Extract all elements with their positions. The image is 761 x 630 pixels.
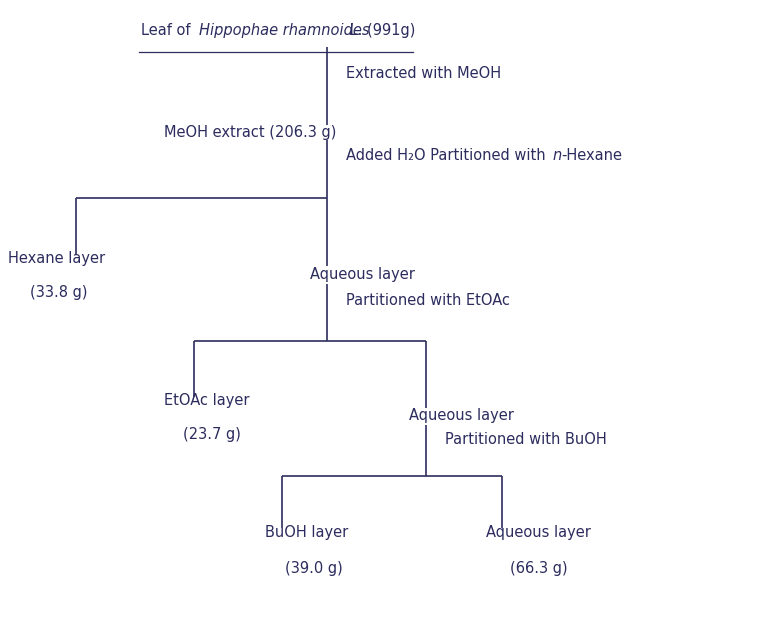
Text: Aqueous layer: Aqueous layer bbox=[310, 266, 416, 282]
Text: -Hexane: -Hexane bbox=[562, 149, 622, 163]
Text: Hexane layer: Hexane layer bbox=[8, 251, 105, 266]
Text: MeOH extract (206.3 g): MeOH extract (206.3 g) bbox=[164, 125, 336, 140]
Text: BuOH layer: BuOH layer bbox=[265, 525, 348, 540]
Text: Hippophae rhamnoides: Hippophae rhamnoides bbox=[199, 23, 369, 38]
Text: Leaf of: Leaf of bbox=[141, 23, 195, 38]
Text: (33.8 g): (33.8 g) bbox=[30, 285, 88, 301]
Text: Aqueous layer: Aqueous layer bbox=[486, 525, 591, 540]
Text: L. (991g): L. (991g) bbox=[345, 23, 415, 38]
Text: Extracted with MeOH: Extracted with MeOH bbox=[346, 66, 501, 81]
Text: EtOAc layer: EtOAc layer bbox=[164, 392, 249, 408]
Text: Added H₂O Partitioned with: Added H₂O Partitioned with bbox=[346, 149, 550, 163]
Text: n: n bbox=[552, 149, 562, 163]
Text: Partitioned with EtOAc: Partitioned with EtOAc bbox=[346, 293, 511, 307]
Text: (39.0 g): (39.0 g) bbox=[285, 561, 343, 576]
Text: (66.3 g): (66.3 g) bbox=[510, 561, 568, 576]
Text: (23.7 g): (23.7 g) bbox=[183, 427, 240, 442]
Text: Aqueous layer: Aqueous layer bbox=[409, 408, 514, 423]
Text: Partitioned with BuOH: Partitioned with BuOH bbox=[445, 432, 607, 447]
